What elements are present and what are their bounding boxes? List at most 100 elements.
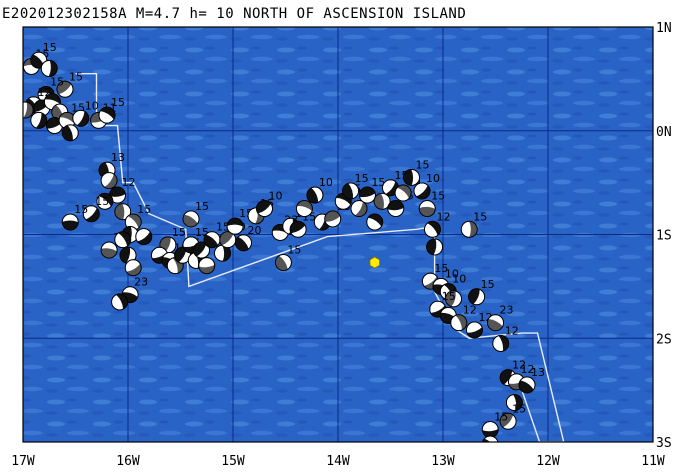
depth-label: 15 (287, 244, 301, 257)
depth-label: 12 (505, 324, 519, 337)
depth-label: 15 (111, 96, 125, 109)
focal-mechanism (114, 203, 132, 221)
depth-label: 10 (445, 267, 459, 280)
focal-mechanism: 15 (61, 203, 88, 231)
focal-mechanism (96, 192, 114, 210)
depth-label: 15 (371, 176, 385, 189)
depth-label: 15 (431, 190, 445, 203)
lon-tick-label: 12W (536, 454, 560, 469)
focal-mechanism (30, 111, 48, 129)
focal-mechanism: 15 (468, 278, 495, 306)
depth-label: 15 (50, 75, 64, 88)
lon-tick-label: 17W (11, 454, 35, 469)
depth-label: 15 (481, 278, 495, 291)
focal-mechanism (40, 60, 58, 77)
focal-mechanism: 15 (274, 244, 301, 271)
depth-label: 15 (355, 172, 369, 185)
focal-mechanism: 15 (182, 200, 209, 228)
focal-mechanism: 15 (403, 158, 430, 186)
depth-label: 12 (437, 210, 451, 223)
lon-tick-label: 14W (326, 454, 350, 469)
depth-label: 15 (473, 210, 487, 223)
depth-label: 15 (434, 262, 448, 275)
focal-mechanism: 12 (492, 324, 519, 352)
depth-label: 15 (512, 402, 526, 415)
focal-mechanism (61, 124, 79, 142)
depth-label: 15 (416, 158, 430, 171)
focal-mechanism (505, 394, 523, 412)
epicenter-marker (369, 256, 380, 269)
lon-tick-label: 13W (431, 454, 455, 469)
focal-mechanisms: 1515151512151011151312151515152315151515… (23, 41, 545, 442)
focal-mechanism: 10 (72, 99, 99, 127)
depth-label: 15 (172, 226, 186, 239)
depth-label: 15 (442, 290, 456, 303)
lat-tick-label: 3S (656, 436, 672, 451)
focal-mechanism: 15 (418, 190, 445, 218)
focal-mechanism: 15 (203, 221, 230, 249)
depth-label: 15 (494, 411, 508, 424)
focal-mechanism: 15 (82, 195, 109, 223)
focal-mechanism: 13 (518, 366, 545, 394)
map-title: E202012302158A M=4.7 h= 10 NORTH OF ASCE… (2, 6, 467, 22)
focal-mechanism: 15 (289, 210, 316, 238)
lat-tick-label: 0N (656, 125, 672, 140)
focal-mechanism: 15 (159, 226, 186, 254)
depth-label: 23 (134, 276, 148, 289)
depth-label: 20 (248, 224, 262, 237)
depth-label: 13 (531, 366, 545, 379)
depth-label: 23 (500, 304, 514, 317)
focal-mechanism: 15 (98, 96, 125, 124)
focal-mechanism: 12 (424, 210, 451, 238)
focal-mechanism (482, 435, 499, 442)
focal-mechanism: 20 (235, 224, 262, 252)
lat-tick-label: 1S (656, 229, 672, 244)
focal-mechanism (114, 231, 132, 249)
focal-mechanism: 15 (226, 207, 253, 235)
focal-mechanism: 10 (413, 172, 440, 200)
depth-label: 12 (512, 359, 526, 372)
depth-label: 15 (43, 41, 57, 54)
focal-mechanism: 10 (306, 176, 333, 204)
focal-mechanism (198, 257, 216, 275)
focal-mechanism (111, 293, 129, 311)
focal-mechanism: 15 (56, 70, 83, 98)
focal-mechanism (124, 259, 142, 277)
depth-label: 12 (463, 304, 477, 317)
depth-label: 15 (195, 200, 209, 213)
lon-tick-label: 15W (221, 454, 245, 469)
lat-tick-label: 2S (656, 332, 672, 347)
focal-mechanism (350, 200, 368, 218)
focal-mechanism (426, 238, 444, 256)
focal-mechanism: 15 (460, 210, 487, 238)
depth-label: 15 (74, 203, 88, 216)
focal-mechanism: 15 (124, 203, 151, 231)
focal-mechanism (366, 213, 384, 231)
depth-label: 15 (95, 195, 109, 208)
depth-label: 10 (269, 190, 283, 203)
focal-mechanism (135, 228, 153, 246)
axis-labels: 17W 16W 15W 14W 13W 12W 11W 1N 0N 1S 2S 3S (11, 21, 671, 469)
focal-mechanism: 15 (481, 411, 508, 438)
map-frame (22, 26, 654, 443)
depth-label: 12 (122, 176, 136, 189)
focal-mechanism: 12 (450, 304, 477, 332)
focal-mechanism: 15 (358, 176, 385, 204)
depth-label: 13 (111, 151, 125, 164)
depth-label: 10 (85, 99, 99, 112)
focal-mechanism (100, 172, 118, 190)
focal-mechanism: 23 (487, 304, 514, 332)
focal-mechanism: 15 (342, 172, 369, 200)
focal-mechanism (23, 101, 34, 119)
lat-tick-label: 1N (656, 21, 672, 36)
focal-mechanism (119, 246, 137, 264)
depth-label: 10 (319, 176, 333, 189)
lon-tick-label: 16W (116, 454, 140, 469)
depth-label: 12 (521, 363, 535, 376)
depth-label: 10 (452, 273, 466, 286)
focal-mechanism: 15 (499, 402, 526, 430)
depth-label: 10 (426, 172, 440, 185)
depth-label: 15 (216, 221, 230, 234)
focal-mechanism (445, 290, 462, 308)
